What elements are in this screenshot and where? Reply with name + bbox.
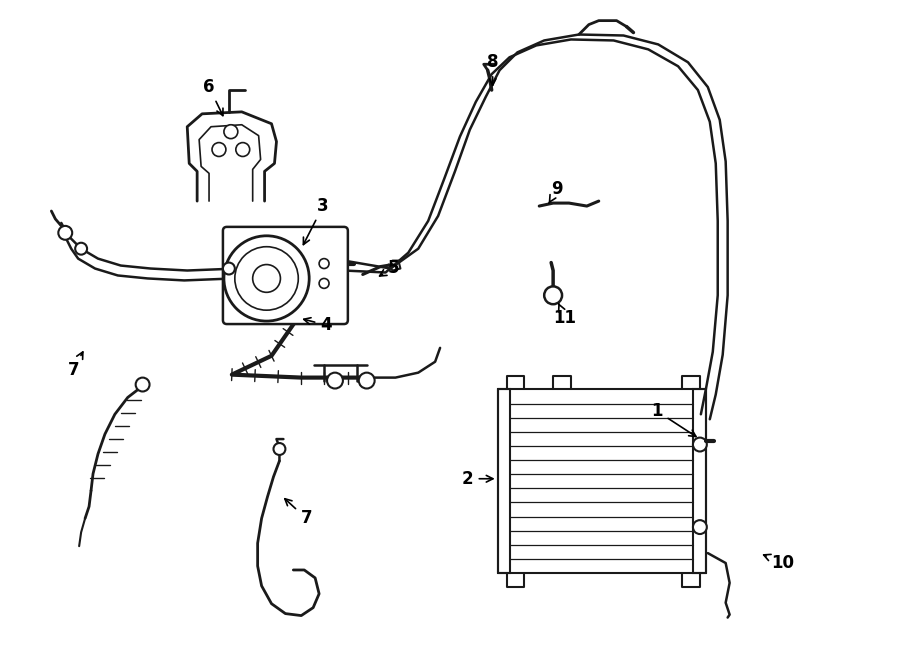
Circle shape bbox=[235, 247, 298, 310]
Circle shape bbox=[320, 258, 329, 268]
Circle shape bbox=[76, 243, 87, 254]
Circle shape bbox=[253, 264, 281, 292]
Text: 7: 7 bbox=[68, 352, 83, 379]
Text: 3: 3 bbox=[303, 197, 328, 245]
Circle shape bbox=[320, 278, 329, 288]
FancyBboxPatch shape bbox=[223, 227, 348, 324]
Text: 6: 6 bbox=[203, 78, 223, 116]
Text: 9: 9 bbox=[549, 180, 562, 204]
Bar bbox=[498, 389, 510, 573]
Text: 11: 11 bbox=[554, 303, 577, 327]
Bar bbox=[693, 389, 706, 573]
Circle shape bbox=[212, 143, 226, 157]
Circle shape bbox=[224, 125, 238, 139]
Circle shape bbox=[136, 377, 149, 391]
Text: 4: 4 bbox=[304, 316, 332, 334]
Circle shape bbox=[274, 443, 285, 455]
Circle shape bbox=[693, 520, 706, 534]
Text: 1: 1 bbox=[652, 403, 696, 436]
Circle shape bbox=[58, 226, 72, 240]
Circle shape bbox=[224, 236, 310, 321]
Circle shape bbox=[359, 373, 374, 389]
Text: 5: 5 bbox=[380, 258, 400, 276]
Text: 10: 10 bbox=[764, 554, 795, 572]
Circle shape bbox=[223, 262, 235, 274]
Text: 7: 7 bbox=[284, 499, 312, 527]
Circle shape bbox=[544, 286, 562, 304]
Circle shape bbox=[236, 143, 249, 157]
Text: 2: 2 bbox=[462, 470, 493, 488]
Circle shape bbox=[693, 438, 706, 451]
Circle shape bbox=[327, 373, 343, 389]
Text: 8: 8 bbox=[487, 54, 499, 85]
